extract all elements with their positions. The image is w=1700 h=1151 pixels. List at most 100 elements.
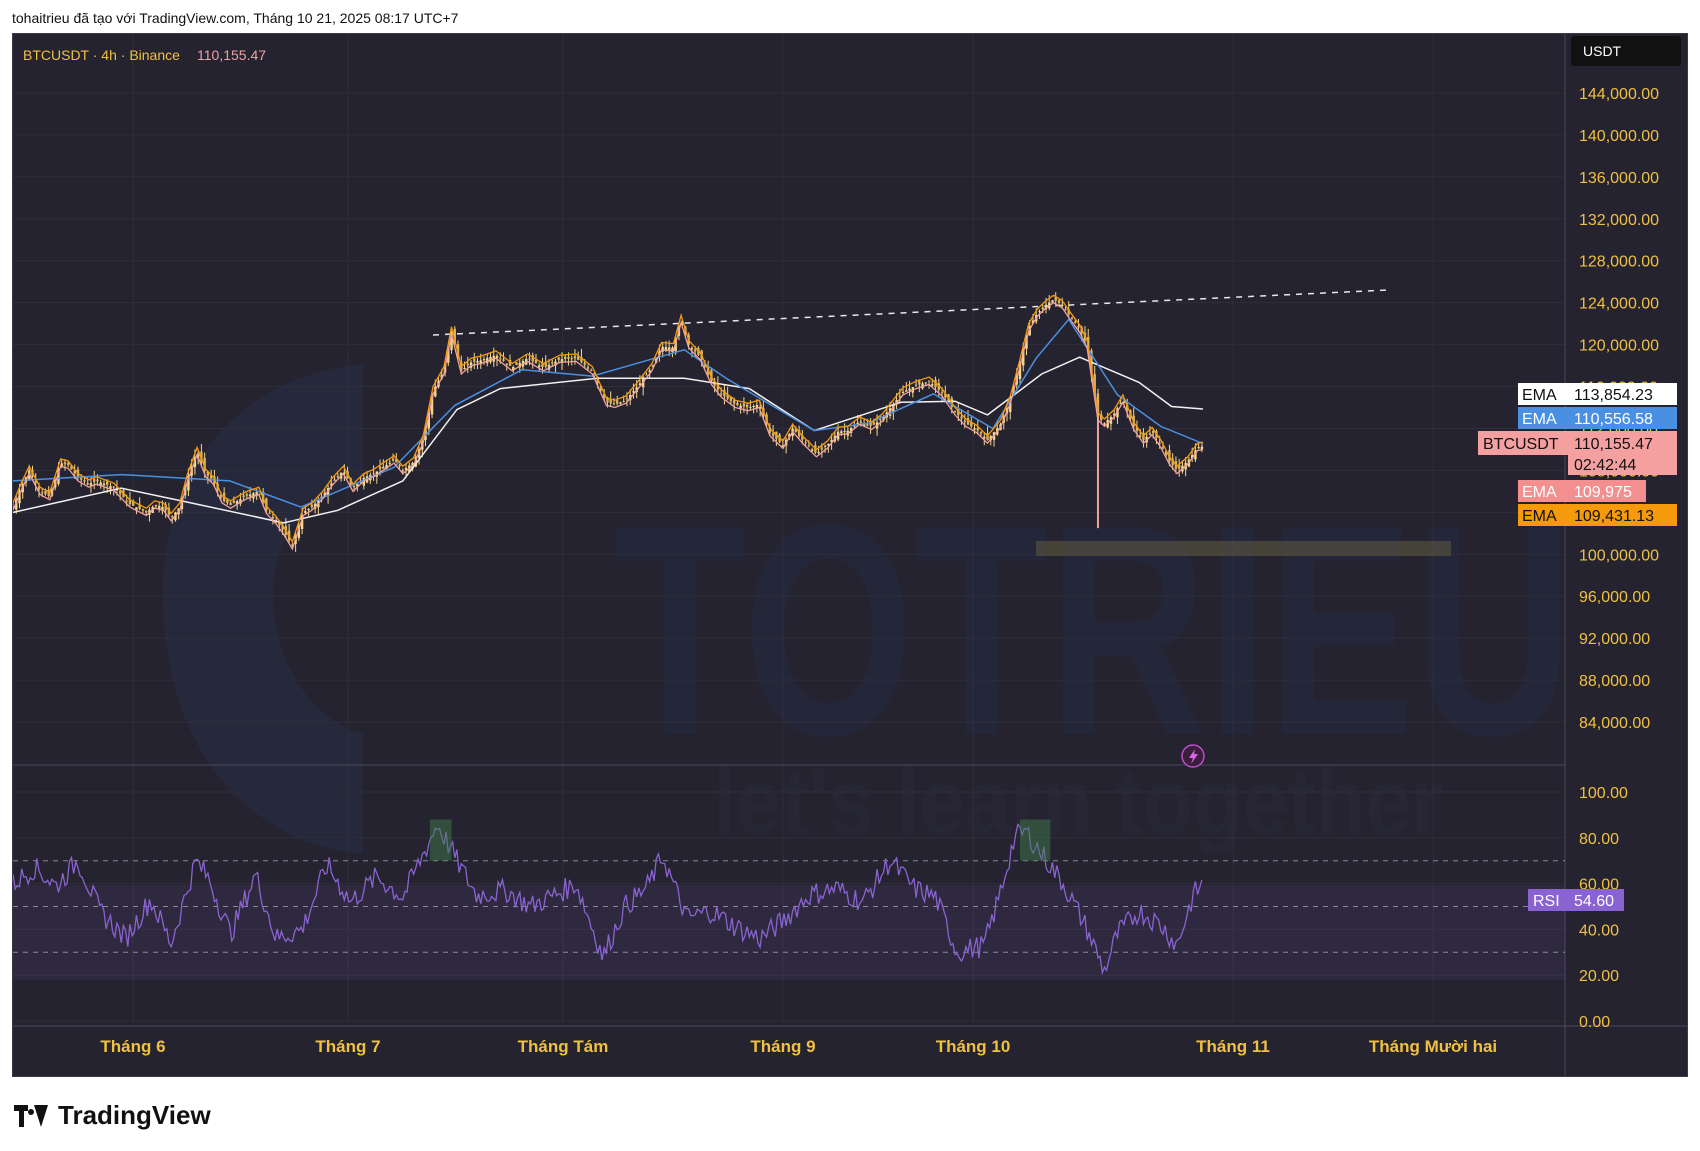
candle-body	[794, 428, 798, 433]
candle-body	[258, 493, 262, 495]
candle-body	[586, 367, 590, 369]
watermark-logo	[163, 364, 363, 854]
candle-body	[41, 492, 44, 494]
candle-body	[70, 465, 73, 470]
candle-body	[229, 502, 232, 506]
candle-body	[843, 430, 846, 432]
support-zone[interactable]	[1036, 541, 1451, 556]
price-tick-label: 144,000.00	[1579, 86, 1659, 103]
candle-body	[908, 388, 911, 391]
candle-body	[349, 478, 353, 485]
symbol-legend[interactable]: BTCUSDT · 4h · Binance	[23, 47, 180, 63]
candle-body	[927, 380, 931, 382]
candle-body	[583, 362, 586, 365]
candle-body	[502, 359, 505, 361]
candle-body	[752, 405, 755, 407]
candle-body	[427, 412, 430, 429]
candle-body	[807, 445, 811, 447]
candle-body	[944, 393, 947, 398]
time-tick-label: Tháng Mười hai	[1369, 1037, 1497, 1056]
candle-body	[1077, 326, 1080, 328]
price-tick-label: 100,000.00	[1579, 547, 1659, 564]
candle-body	[749, 406, 752, 408]
candle-body	[239, 499, 242, 504]
ema-tag-blue-name-bg	[1518, 407, 1568, 429]
candle-body	[125, 500, 128, 502]
time-tick-label: Tháng 11	[1196, 1037, 1270, 1056]
candle-body	[1190, 454, 1194, 459]
chart-frame[interactable]: TOTRIEU let's learn together Tháng 6 Thán…	[11, 33, 1688, 1077]
candle-body	[661, 346, 664, 352]
resistance-trendline[interactable]	[432, 289, 1389, 336]
candle-body	[1022, 349, 1025, 366]
candle-body	[44, 490, 47, 495]
candle-body	[112, 486, 115, 488]
candle-body	[862, 423, 866, 427]
rsi-tag-name-bg	[1528, 889, 1568, 911]
candle-body	[245, 494, 249, 496]
candle-body	[736, 402, 739, 405]
candle-body	[1009, 400, 1012, 412]
chart-caption: tohaitrieu đã tạo với TradingView.com, T…	[12, 10, 459, 26]
watermark-brand: TOTRIEU	[613, 462, 1573, 798]
candle-body	[414, 456, 418, 467]
candle-body	[404, 467, 408, 471]
candle-body	[560, 359, 564, 362]
candle-body	[1054, 297, 1057, 301]
candle-body	[918, 381, 921, 385]
candle-body	[1070, 317, 1074, 319]
candle-body	[60, 463, 63, 467]
candle-body	[102, 483, 106, 486]
candle-body	[450, 330, 453, 351]
tradingview-wordmark: TradingView	[58, 1100, 211, 1130]
candle-body	[343, 472, 346, 475]
candle-body	[11, 507, 15, 509]
lightning-icon[interactable]	[1181, 744, 1205, 768]
rsi-tag: RSI 54.60	[1528, 889, 1624, 911]
candle-body	[1194, 450, 1197, 460]
candle-body	[853, 425, 856, 427]
candle-body	[544, 362, 547, 367]
candle-body	[859, 421, 863, 423]
candle-body	[1096, 393, 1100, 417]
ema-tag-pink-value: 109,975	[1574, 484, 1632, 501]
candle-body	[1093, 373, 1096, 396]
currency-button[interactable]	[1571, 36, 1681, 66]
chart-canvas[interactable]: TOTRIEU let's learn together Tháng 6 Thán…	[11, 34, 1687, 1076]
candle-body	[1038, 311, 1041, 313]
candle-body	[1103, 423, 1106, 425]
candle-body	[1119, 402, 1122, 405]
ema-tag-orange-name: EMA	[1522, 508, 1557, 525]
watermark: TOTRIEU let's learn together	[163, 364, 1573, 855]
rsi-band-fill	[13, 885, 1565, 980]
candle-body	[892, 404, 895, 413]
candle-body	[63, 462, 67, 465]
ema-lines	[12, 294, 1204, 551]
rsi-tick-label: 100.00	[1579, 785, 1628, 802]
candle-body	[872, 422, 876, 425]
candle-body	[593, 373, 596, 376]
tradingview-logo[interactable]: TradingView	[14, 1100, 211, 1131]
candle-body	[879, 419, 882, 421]
candle-body	[164, 504, 167, 511]
time-tick-label: Tháng Tám	[518, 1037, 609, 1056]
candle-body	[609, 399, 612, 404]
candle-body	[268, 512, 271, 514]
candle-body	[1161, 447, 1165, 449]
ema-tag-blue-bg	[1568, 407, 1677, 429]
candle-body	[573, 356, 577, 359]
rsi-levels	[13, 860, 1565, 953]
ema-mid-line	[12, 318, 1204, 508]
candle-body	[788, 434, 791, 438]
candle-body	[882, 416, 885, 421]
price-tick-label: 140,000.00	[1579, 128, 1659, 145]
candle-body	[931, 384, 934, 386]
candle-body	[703, 363, 707, 367]
candle-body	[1113, 413, 1116, 416]
ema-tag-white-bg	[1568, 383, 1677, 405]
candle-body	[235, 501, 239, 505]
candle-body	[693, 349, 697, 352]
tradingview-icon	[14, 1104, 48, 1127]
candle-body	[742, 403, 746, 407]
candle-body	[651, 365, 655, 367]
